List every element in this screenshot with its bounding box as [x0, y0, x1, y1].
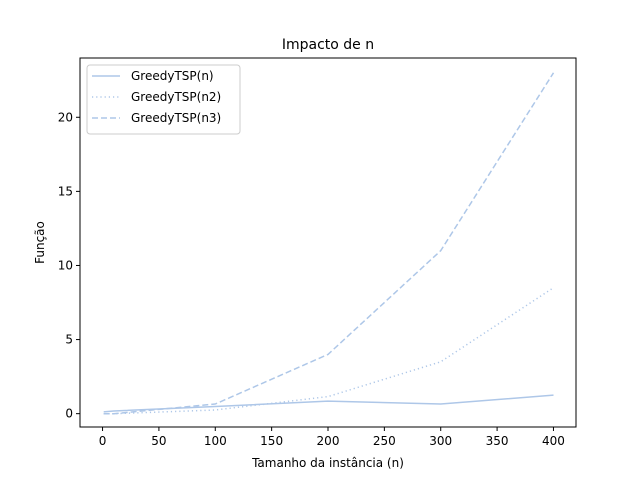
x-tick-label: 250: [373, 434, 396, 448]
y-tick-label: 15: [58, 184, 73, 198]
x-tick-label: 200: [317, 434, 340, 448]
legend-label-2: GreedyTSP(n2): [131, 90, 221, 104]
legend-box: [86, 64, 241, 135]
series-line-3: [103, 72, 555, 415]
legend-label-3: GreedyTSP(n3): [131, 111, 221, 125]
x-tick-label: 150: [260, 434, 283, 448]
y-tick-label: 5: [65, 333, 73, 347]
x-tick-label: 300: [429, 434, 452, 448]
x-axis-label: Tamanho da instância (n): [251, 456, 404, 470]
y-tick-label: 10: [58, 258, 73, 272]
x-tick-label: 50: [151, 434, 166, 448]
series-line-1: [103, 394, 554, 413]
y-axis-label: Função: [33, 221, 47, 264]
x-tick-label: 350: [486, 434, 509, 448]
legend-label-1: GreedyTSP(n): [131, 69, 214, 83]
chart-title: Impacto de n: [282, 37, 374, 53]
legend: GreedyTSP(n) GreedyTSP(n2) GreedyTSP(n3): [86, 64, 241, 135]
y-tick-label: 20: [58, 110, 73, 124]
x-tick-label: 100: [204, 434, 227, 448]
x-tick-label: 0: [99, 434, 107, 448]
y-tick-label: 0: [65, 407, 73, 421]
axes-layer: 0 50 100 150 200 250 300 350 400 0 5 10 15 20: [58, 57, 577, 448]
x-tick-label: 400: [542, 434, 565, 448]
series-layer: [103, 72, 555, 415]
series-line-2: [103, 287, 554, 415]
